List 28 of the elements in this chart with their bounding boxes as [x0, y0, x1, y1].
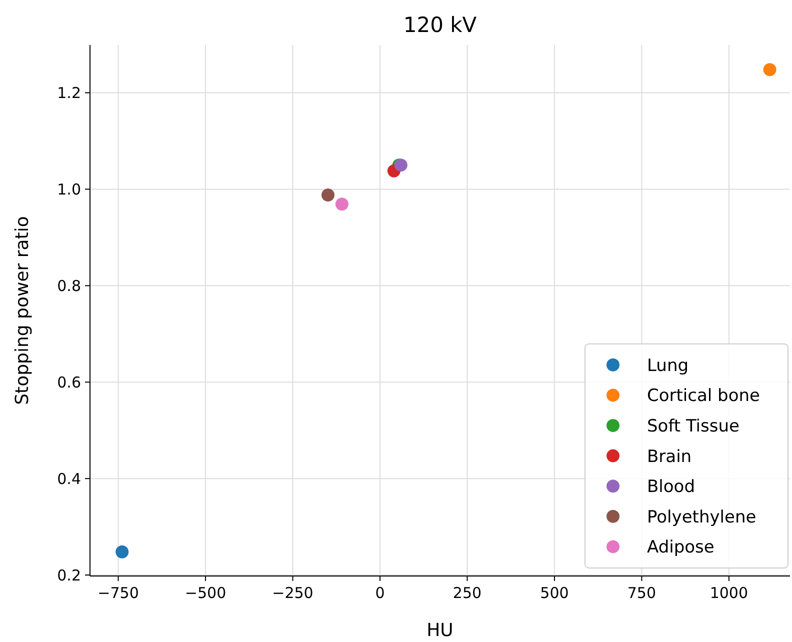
y-tick-label: 0.6 [57, 373, 81, 392]
legend-label: Brain [647, 446, 692, 467]
point [763, 63, 776, 76]
y-tick-label: 0.4 [57, 470, 81, 488]
point [116, 545, 129, 558]
legend-label: Cortical bone [647, 386, 760, 406]
point [321, 188, 334, 202]
legend-label: Lung [647, 356, 689, 376]
y-tick-label: 1.0 [57, 180, 81, 198]
y-tick-label: 1.2 [57, 84, 81, 102]
x-tick-label: 750 [627, 584, 656, 602]
legend-label: Polyethylene [647, 507, 756, 528]
x-tick-label: −500 [184, 584, 226, 602]
y-tick-label: 0.2 [57, 566, 81, 584]
x-tick-label: 250 [452, 584, 482, 602]
legend-label: Adipose [647, 538, 714, 558]
point [335, 198, 348, 211]
x-tick-label: −250 [272, 584, 314, 602]
legend-label: Soft Tissue [647, 416, 740, 436]
legend-label: Blood [647, 477, 695, 498]
x-tick-label: 1000 [710, 584, 748, 602]
x-tick-label: 0 [375, 584, 385, 602]
x-tick-label: 500 [540, 584, 569, 602]
y-axis-title: Stopping power ratio [12, 216, 33, 405]
x-tick-label: −750 [98, 584, 139, 602]
x-axis-title: HU [426, 620, 454, 641]
chart-title: 120 kV [403, 13, 478, 37]
y-tick-label: 0.8 [57, 276, 81, 295]
